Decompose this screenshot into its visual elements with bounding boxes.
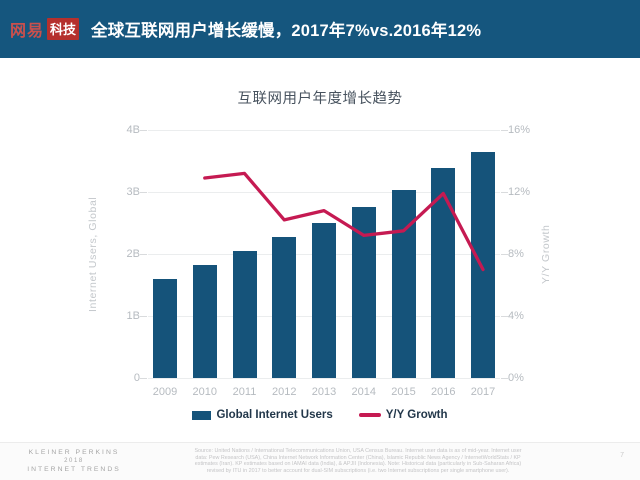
source-line: Source: United Nations / International T… — [194, 448, 522, 454]
legend-item-users: Global Internet Users — [192, 409, 333, 421]
left-axis-tick: 2B — [126, 248, 140, 260]
right-axis-tick: 8% — [508, 248, 524, 260]
right-axis-tick: 16% — [508, 124, 531, 136]
x-axis-tick: 2017 — [470, 386, 496, 398]
left-tick-mark — [140, 130, 147, 131]
right-axis-tick: 4% — [508, 310, 524, 322]
gridline — [148, 378, 500, 379]
brand-line: KLEINER PERKINS — [28, 449, 120, 456]
legend-label: Global Internet Users — [216, 409, 333, 421]
logo-suffix-badge: 科技 — [47, 18, 80, 40]
bar-2013 — [312, 223, 336, 378]
left-tick-mark — [140, 378, 147, 379]
right-tick-mark — [501, 316, 508, 317]
bar-2012 — [272, 236, 297, 378]
bar-swatch-icon — [192, 410, 212, 420]
page-number: 7 — [620, 452, 624, 459]
legend-item-growth: Y/Y Growth — [358, 409, 448, 421]
source-note: Source: United Nations / International T… — [150, 448, 566, 474]
bar-2011 — [232, 250, 257, 378]
bar-2010 — [192, 265, 217, 378]
left-tick-mark — [140, 192, 147, 193]
bar-2009 — [153, 278, 177, 378]
right-tick-mark — [501, 130, 508, 131]
gridline — [148, 192, 500, 193]
x-axis-tick: 2011 — [232, 386, 257, 398]
left-axis-tick: 4B — [126, 124, 140, 136]
right-tick-mark — [501, 192, 508, 193]
right-tick-mark — [501, 254, 508, 255]
line-swatch-icon — [358, 413, 381, 417]
x-axis-tick: 2016 — [431, 386, 456, 398]
x-axis-tick: 2013 — [311, 386, 337, 398]
x-axis-tick: 2015 — [391, 386, 416, 398]
x-axis-tick: 2009 — [152, 386, 178, 398]
gridline — [148, 130, 500, 131]
yy-growth-line — [203, 171, 485, 272]
kleiner-perkins-brand: KLEINER PERKINS 2018 INTERNET TRENDS — [8, 449, 140, 473]
brand-line: INTERNET TRENDS — [27, 466, 121, 473]
chart-legend: Global Internet Users Y/Y Growth — [0, 405, 640, 425]
header-bar: 网易 科技 全球互联网用户增长缓慢，2017年7%vs.2016年12% — [0, 0, 640, 58]
footer-bar: KLEINER PERKINS 2018 INTERNET TRENDS Sou… — [0, 442, 640, 480]
source-line: revised by ITU in 2017 to better account… — [206, 467, 510, 474]
source-line: estimates (Iran). KP estimates based on … — [194, 461, 522, 468]
source-line: data: Pew Research (USA), China Internet… — [195, 454, 521, 461]
brand-line: 2018 — [64, 458, 84, 464]
bar-2017 — [471, 151, 495, 378]
right-tick-mark — [501, 378, 508, 379]
growth-line-layer — [203, 171, 485, 272]
left-axis-tick: 3B — [126, 186, 140, 198]
logo-brand-text: 网易 — [10, 23, 45, 40]
plot-area — [140, 130, 508, 379]
x-axis-tick: 2014 — [351, 386, 376, 398]
x-axis-tick: 2010 — [192, 386, 217, 398]
right-axis-tick: 0% — [508, 372, 524, 384]
left-tick-mark — [140, 254, 147, 255]
right-axis-tick: 12% — [508, 186, 531, 198]
page-title: 全球互联网用户增长缓慢，2017年7%vs.2016年12% — [91, 22, 482, 40]
netease-tech-logo: 网易 科技 — [10, 17, 80, 41]
left-tick-mark — [140, 316, 147, 317]
left-axis-tick: 1B — [126, 310, 140, 322]
x-axis-tick: 2012 — [272, 386, 297, 398]
left-axis-tick: 0 — [133, 372, 140, 384]
chart-title: 互联网用户年度增长趋势 — [237, 91, 403, 107]
legend-label: Y/Y Growth — [385, 409, 448, 421]
